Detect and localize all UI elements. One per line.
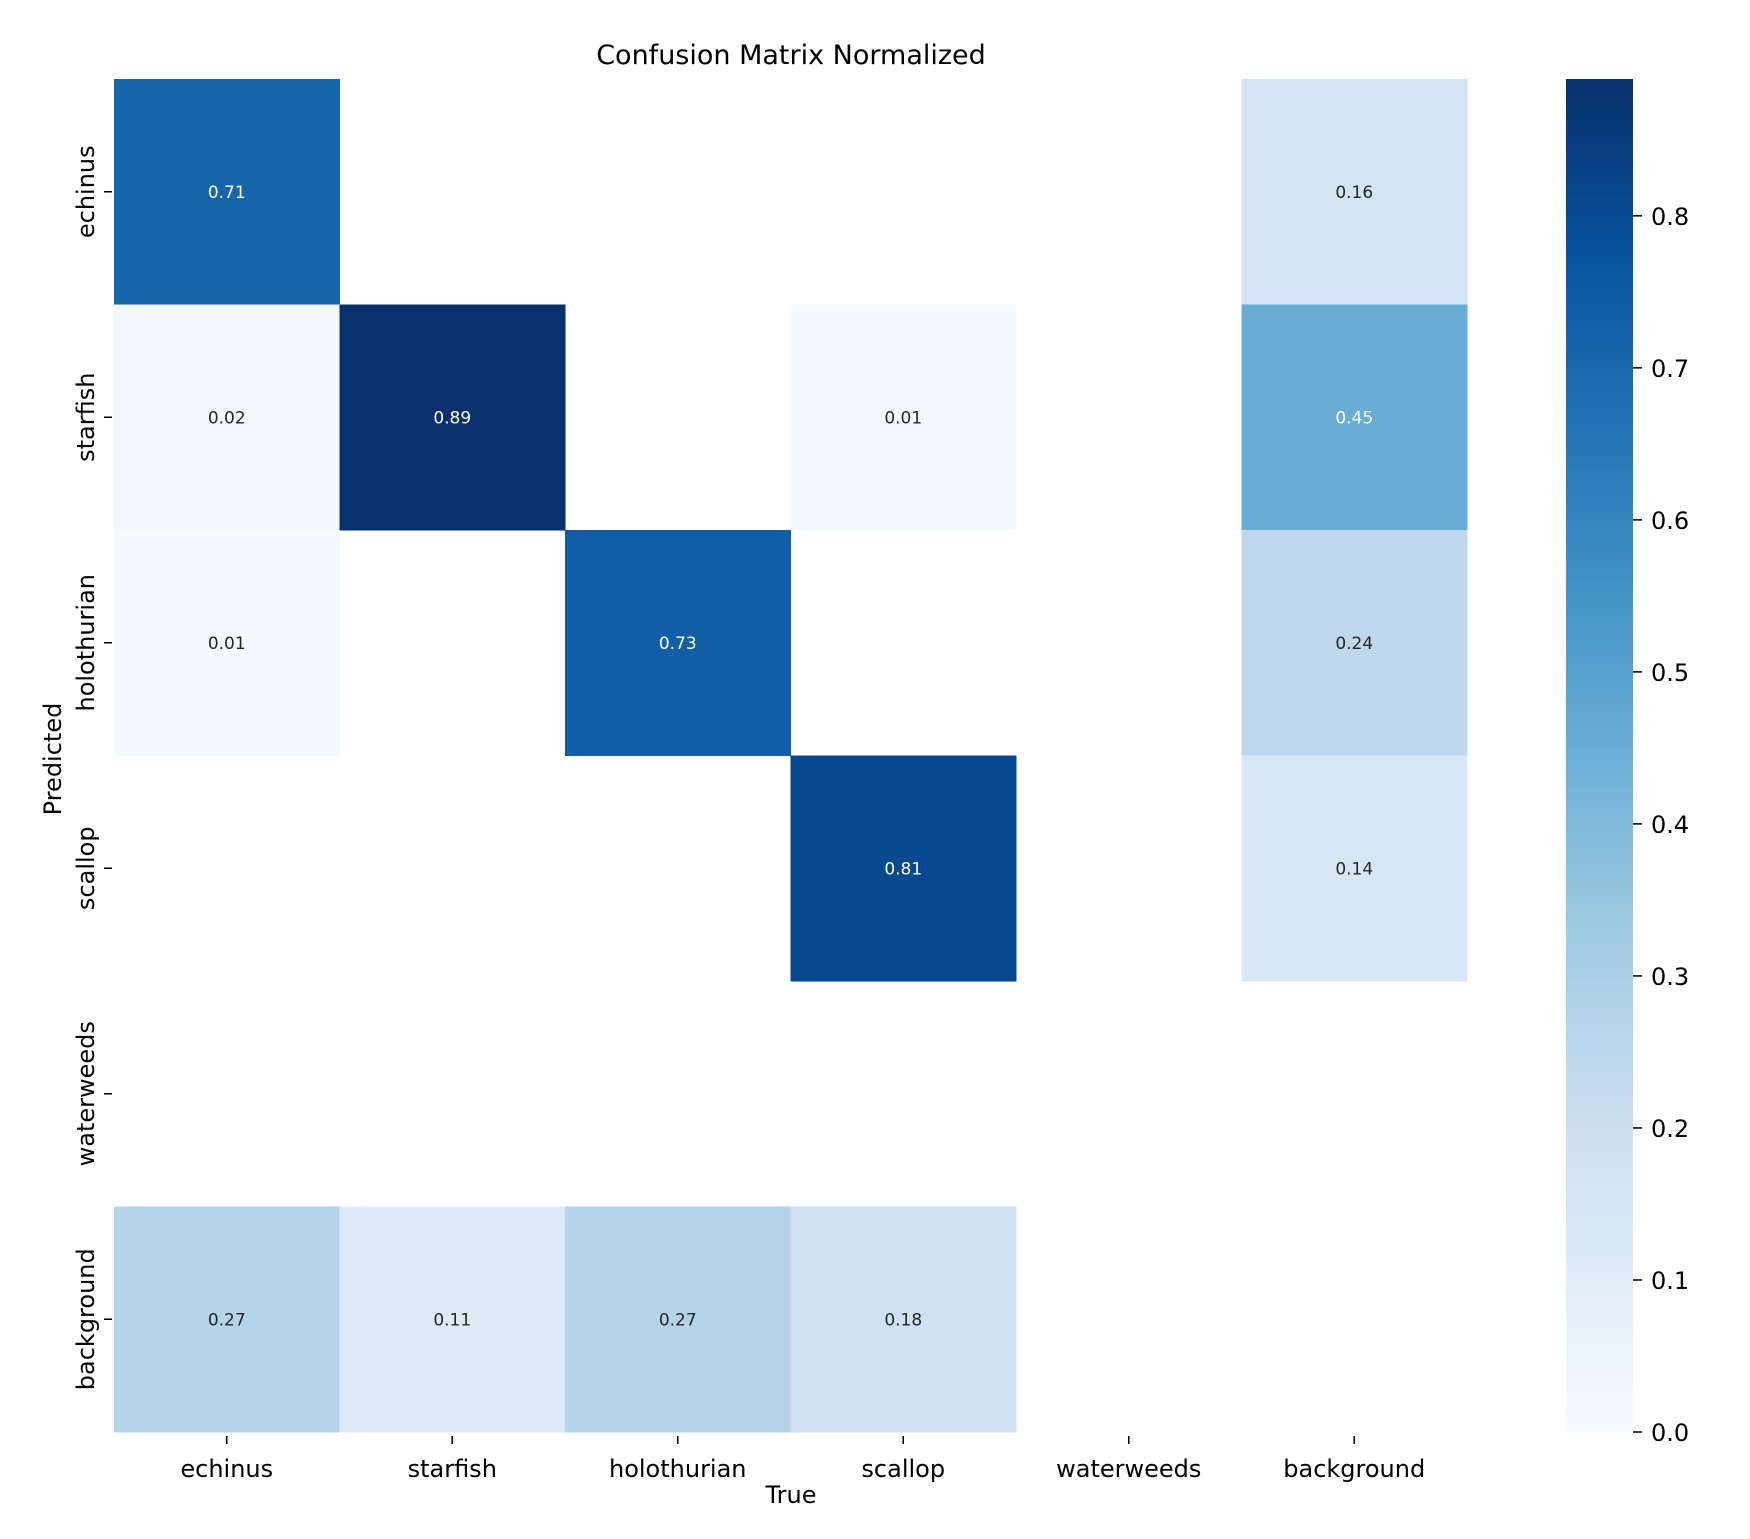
heatmap-cell bbox=[565, 530, 791, 756]
cell-value-label: 0.73 bbox=[659, 634, 697, 654]
cell-value-label: 0.11 bbox=[433, 1310, 471, 1330]
colorbar-tick-label: 0.3 bbox=[1651, 963, 1689, 991]
y-tick-label: background bbox=[72, 1248, 100, 1390]
x-tick-label: echinus bbox=[180, 1455, 273, 1483]
colorbar-tick-label: 0.5 bbox=[1651, 659, 1689, 687]
cell-value-label: 0.16 bbox=[1335, 183, 1373, 203]
heatmap-cell bbox=[339, 1206, 566, 1433]
heatmap-cell bbox=[1241, 304, 1468, 531]
heatmap-cell bbox=[114, 530, 340, 756]
cell-value-label: 0.14 bbox=[1335, 859, 1373, 879]
y-tick-label: scallop bbox=[72, 826, 100, 910]
heatmap-cell bbox=[790, 1206, 1017, 1433]
y-tick-label: waterweeds bbox=[72, 1021, 100, 1166]
x-axis-ticks: echinus starfish holothurian scallop waterwe… bbox=[180, 1436, 1425, 1483]
colorbar-tick-label: 0.4 bbox=[1651, 811, 1689, 839]
y-tick-label: echinus bbox=[72, 145, 100, 238]
heatmap-cells bbox=[114, 79, 1468, 1433]
x-tick-label: scallop bbox=[861, 1455, 945, 1483]
y-tick-label: holothurian bbox=[72, 574, 100, 712]
heatmap-cell bbox=[790, 304, 1017, 531]
cell-value-label: 0.01 bbox=[884, 408, 922, 428]
cell-value-label: 0.89 bbox=[433, 408, 471, 428]
colorbar-tick-label: 0.8 bbox=[1651, 203, 1689, 231]
y-axis-ticks: echinus starfish holothurian scallop waterwe… bbox=[72, 145, 112, 1390]
cell-value-label: 0.27 bbox=[208, 1310, 246, 1330]
colorbar bbox=[1566, 79, 1633, 1432]
x-tick-label: waterweeds bbox=[1056, 1455, 1201, 1483]
heatmap-cell bbox=[790, 755, 1017, 982]
x-tick-label: background bbox=[1283, 1455, 1425, 1483]
cell-value-label: 0.45 bbox=[1335, 408, 1373, 428]
x-tick-label: starfish bbox=[408, 1455, 497, 1483]
cell-value-label: 0.24 bbox=[1335, 634, 1373, 654]
cell-value-label: 0.01 bbox=[208, 634, 246, 654]
colorbar-tick-label: 0.7 bbox=[1651, 355, 1689, 383]
x-tick-label: holothurian bbox=[609, 1455, 747, 1483]
x-axis-label: True bbox=[765, 1481, 817, 1509]
heatmap-annotations: 0.71 0.16 0.02 0.89 0.01 0.45 0.01 0.73 0.24 0.81… bbox=[208, 183, 1373, 1331]
heatmap-cell bbox=[1241, 530, 1468, 756]
heatmap-cell bbox=[339, 304, 566, 531]
heatmap-cell bbox=[114, 79, 340, 305]
colorbar-tick-label: 0.1 bbox=[1651, 1267, 1689, 1295]
colorbar-tick-label: 0.2 bbox=[1651, 1115, 1689, 1143]
heatmap-cell bbox=[114, 304, 340, 531]
y-tick-label: starfish bbox=[72, 373, 100, 462]
heatmap-cell bbox=[565, 1206, 791, 1433]
cell-value-label: 0.02 bbox=[208, 408, 246, 428]
heatmap-cell bbox=[114, 1206, 340, 1433]
cell-value-label: 0.71 bbox=[208, 183, 246, 203]
heatmap-cell bbox=[1241, 79, 1468, 305]
colorbar-ticks: 0.0 0.1 0.2 0.3 0.4 0.5 0.6 0.7 0.8 bbox=[1633, 203, 1689, 1447]
cell-value-label: 0.81 bbox=[884, 859, 922, 879]
cell-value-label: 0.27 bbox=[659, 1310, 697, 1330]
colorbar-tick-label: 0.0 bbox=[1651, 1419, 1689, 1447]
heatmap-cell bbox=[1241, 755, 1468, 982]
cell-value-label: 0.18 bbox=[884, 1310, 922, 1330]
chart-title: Confusion Matrix Normalized bbox=[596, 40, 986, 71]
y-axis-label: Predicted bbox=[39, 703, 67, 816]
colorbar-tick-label: 0.6 bbox=[1651, 507, 1689, 535]
